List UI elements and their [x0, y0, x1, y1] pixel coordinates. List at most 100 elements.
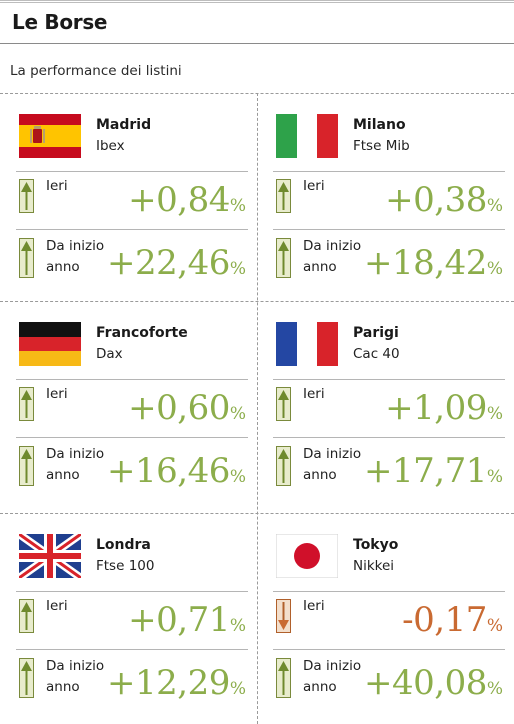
market-city: Parigi [353, 325, 399, 341]
ieri-value: +0,71% [60, 600, 246, 646]
ytd-label-line1: Da inizio [46, 446, 105, 462]
percent-sign: % [229, 259, 246, 279]
ieri-value: +1,09% [317, 388, 503, 434]
market-index: Ibex [96, 138, 125, 154]
arrow-up-icon [276, 238, 291, 278]
ieri-label: Ieri [303, 598, 325, 614]
market-city: Londra [96, 537, 151, 553]
percent-sign: % [486, 679, 503, 699]
percent-sign: % [486, 259, 503, 279]
section-rule [273, 649, 505, 650]
ytd-number: +17,71 [364, 451, 487, 491]
section-rule [273, 379, 505, 380]
percent-sign: % [229, 679, 246, 699]
section-rule [16, 591, 248, 592]
market-index: Dax [96, 346, 123, 362]
ytd-number: +16,46 [107, 451, 230, 491]
arrow-up-icon [19, 599, 34, 633]
row-divider [0, 93, 514, 94]
ieri-label: Ieri [46, 386, 68, 402]
market-index: Cac 40 [353, 346, 400, 362]
ytd-label-line1: Da inizio [303, 238, 362, 254]
column-divider [257, 93, 258, 724]
percent-sign: % [486, 196, 503, 216]
section-rule [16, 171, 248, 172]
ieri-value: +0,84% [60, 180, 246, 226]
japan-flag [276, 534, 338, 578]
percent-sign: % [229, 404, 246, 424]
percent-sign: % [229, 616, 246, 636]
arrow-up-icon [276, 658, 291, 698]
arrow-up-icon [19, 446, 34, 486]
ytd-value: +16,46% [60, 451, 246, 497]
ieri-value: +0,60% [60, 388, 246, 434]
ieri-number: +1,09 [385, 388, 487, 428]
ieri-number: +0,84 [128, 180, 230, 220]
ytd-label-line1: Da inizio [303, 446, 362, 462]
ytd-value: +40,08% [317, 663, 503, 709]
arrow-up-icon [276, 387, 291, 421]
page-title: Le Borse [12, 10, 108, 34]
ytd-label-line2: anno [303, 259, 337, 275]
market-index: Nikkei [353, 558, 395, 574]
ieri-value: -0,17% [317, 600, 503, 646]
row-divider [0, 301, 514, 302]
ytd-label-line2: anno [46, 467, 80, 483]
ytd-label-line1: Da inizio [303, 658, 362, 674]
ytd-number: +40,08 [364, 663, 487, 703]
ytd-value: +18,42% [317, 243, 503, 289]
ytd-label-line1: Da inizio [46, 238, 105, 254]
spain-flag [19, 114, 81, 158]
section-rule [16, 649, 248, 650]
ieri-label: Ieri [303, 386, 325, 402]
row-divider [0, 513, 514, 514]
france-flag [276, 322, 338, 366]
section-rule [273, 437, 505, 438]
uk-flag [19, 534, 81, 578]
arrow-up-icon [19, 658, 34, 698]
arrow-up-icon [19, 238, 34, 278]
ytd-value: +22,46% [60, 243, 246, 289]
section-rule [16, 379, 248, 380]
ytd-value: +12,29% [60, 663, 246, 709]
top-rule [0, 0, 514, 4]
market-city: Madrid [96, 117, 152, 133]
arrow-up-icon [276, 446, 291, 486]
ytd-value: +17,71% [317, 451, 503, 497]
ytd-number: +12,29 [107, 663, 230, 703]
ieri-number: -0,17 [402, 600, 487, 640]
ytd-label-line2: anno [303, 467, 337, 483]
ytd-number: +18,42 [364, 243, 487, 283]
ieri-label: Ieri [303, 178, 325, 194]
ieri-label: Ieri [46, 178, 68, 194]
arrow-down-icon [276, 599, 291, 633]
percent-sign: % [486, 467, 503, 487]
percent-sign: % [229, 467, 246, 487]
ytd-label-line2: anno [46, 259, 80, 275]
ieri-value: +0,38% [317, 180, 503, 226]
germany-flag [19, 322, 81, 366]
ytd-number: +22,46 [107, 243, 230, 283]
italy-flag [276, 114, 338, 158]
ieri-number: +0,60 [128, 388, 230, 428]
ytd-label-line2: anno [46, 679, 80, 695]
arrow-up-icon [276, 179, 291, 213]
ieri-label: Ieri [46, 598, 68, 614]
arrow-up-icon [19, 387, 34, 421]
section-rule [273, 171, 505, 172]
section-rule [16, 437, 248, 438]
market-city: Francoforte [96, 325, 188, 341]
market-city: Milano [353, 117, 406, 133]
section-rule [273, 229, 505, 230]
market-index: Ftse Mib [353, 138, 410, 154]
ieri-number: +0,38 [385, 180, 487, 220]
market-city: Tokyo [353, 537, 399, 553]
ytd-label-line2: anno [303, 679, 337, 695]
percent-sign: % [486, 616, 503, 636]
market-index: Ftse 100 [96, 558, 155, 574]
percent-sign: % [486, 404, 503, 424]
ieri-number: +0,71 [128, 600, 230, 640]
arrow-up-icon [19, 179, 34, 213]
percent-sign: % [229, 196, 246, 216]
section-rule [16, 229, 248, 230]
